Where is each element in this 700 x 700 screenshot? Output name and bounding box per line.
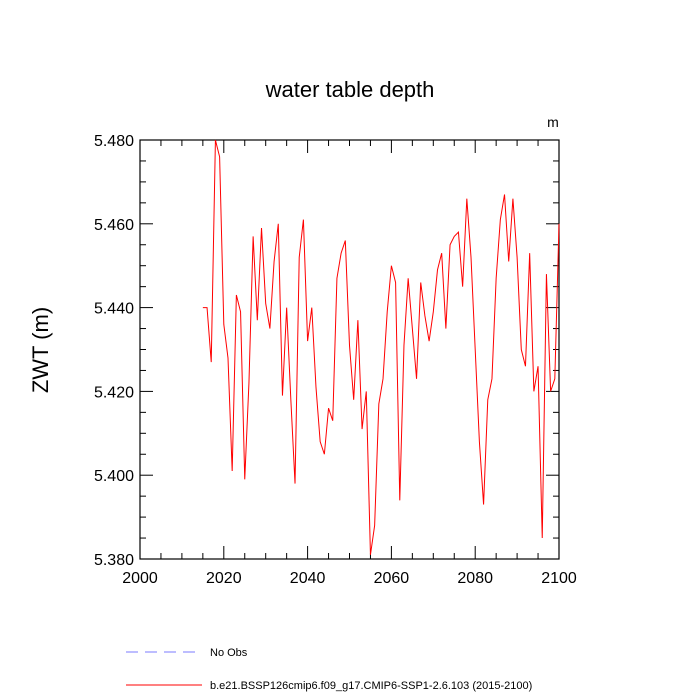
x-tick-label: 2080	[457, 570, 493, 587]
x-tick-label: 2040	[290, 570, 326, 587]
chart-title: water table depth	[265, 77, 435, 102]
legend-label-obs: No Obs	[210, 647, 248, 659]
legend: No Obs b.e21.BSSP126cmip6.f09_g17.CMIP6-…	[126, 647, 532, 692]
major-ticks	[139, 139, 560, 560]
y-tick-label: 5.480	[94, 133, 134, 150]
y-tick-label: 5.400	[94, 468, 134, 485]
y-tick-label: 5.440	[94, 301, 134, 318]
y-tick-label: 5.460	[94, 217, 134, 234]
x-tick-labels: 2000 2020 2040 2060 2080 2100	[122, 570, 577, 587]
x-tick-label: 2000	[122, 570, 158, 587]
series-lines	[202, 139, 560, 555]
x-tick-label: 2060	[374, 570, 410, 587]
units-label: m	[547, 114, 559, 130]
x-tick-label: 2100	[541, 570, 577, 587]
legend-label-model: b.e21.BSSP126cmip6.f09_g17.CMIP6-SSP1-2.…	[210, 680, 532, 692]
x-tick-label: 2020	[206, 570, 242, 587]
y-tick-labels: 5.380 5.400 5.420 5.440 5.460 5.480	[94, 133, 134, 569]
y-axis-label: ZWT (m)	[28, 307, 53, 393]
y-tick-label: 5.420	[94, 384, 134, 401]
series-line-0	[202, 139, 560, 555]
y-tick-label: 5.380	[94, 552, 134, 569]
